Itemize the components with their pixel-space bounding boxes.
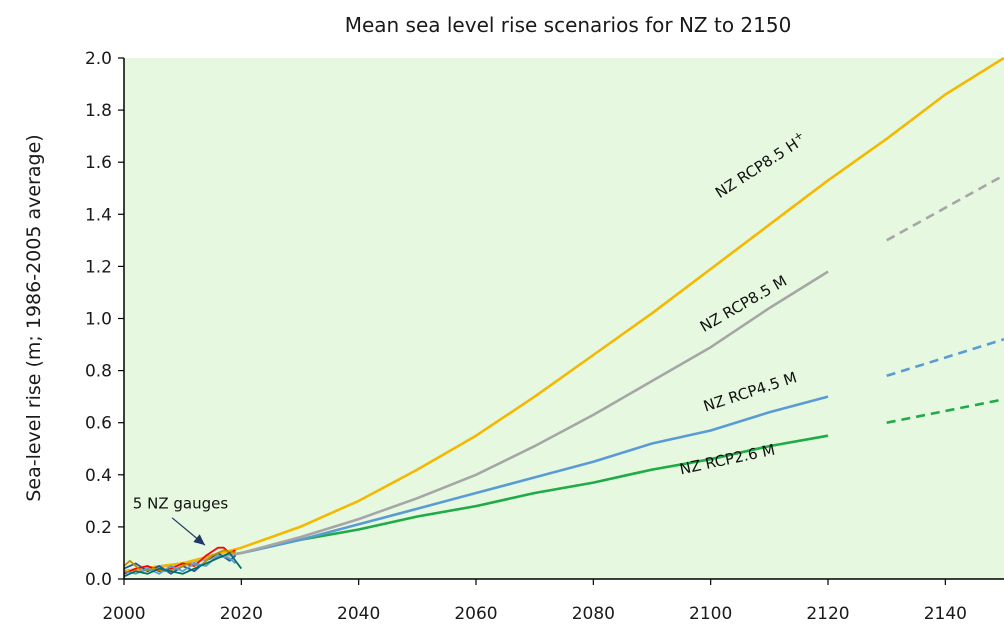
x-tick-label: 2120	[806, 604, 849, 624]
gauges-label: 5 NZ gauges	[133, 495, 229, 513]
x-tick-label: 2000	[102, 604, 145, 624]
plot-area	[124, 58, 1004, 579]
y-tick-label: 1.6	[85, 153, 112, 173]
series-extension-rcp26-m	[886, 398, 1004, 424]
chart-title: Mean sea level rise scenarios for NZ to …	[345, 13, 792, 37]
y-tick-label: 1.0	[85, 310, 112, 330]
series-line-rcp85-m	[123, 270, 829, 573]
y-tick-label: 2.0	[85, 49, 112, 69]
y-tick-label: 0.8	[85, 362, 112, 382]
y-tick-label: 0.6	[85, 414, 112, 434]
y-tick-label: 1.8	[85, 101, 112, 121]
gauge-line-2	[123, 546, 236, 575]
x-tick-label: 2040	[337, 604, 380, 624]
series-extension-rcp45-m	[886, 338, 1004, 378]
x-tick-label: 2020	[220, 604, 263, 624]
series-line-rcp85-h	[123, 56, 1004, 573]
y-tick-label: 1.2	[85, 257, 112, 277]
y-tick-label: 1.4	[85, 205, 112, 225]
gauges-arrow-head	[193, 534, 205, 546]
x-tick-label: 2060	[454, 604, 497, 624]
gauge-line-5	[123, 552, 243, 578]
x-tick-label: 2080	[572, 604, 615, 624]
y-tick-label: 0.2	[85, 518, 112, 538]
y-tick-label: 0.0	[85, 570, 112, 590]
y-tick-label: 0.4	[85, 466, 112, 486]
y-axis-title: Sea-level rise (m; 1986-2005 average)	[23, 134, 45, 501]
x-tick-label: 2100	[689, 604, 732, 624]
x-tick-label: 2140	[924, 604, 967, 624]
series-extension-rcp85-m	[886, 174, 1004, 242]
